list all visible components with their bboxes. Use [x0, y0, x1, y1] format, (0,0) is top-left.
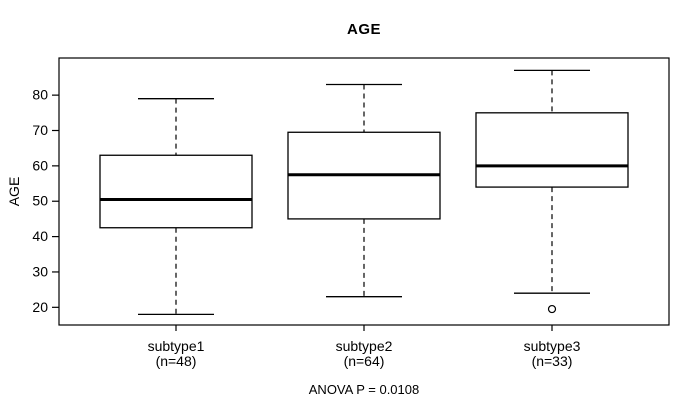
y-axis-title: AGE — [6, 177, 22, 207]
y-tick-label: 80 — [32, 87, 48, 103]
category-n-label-subtype2: (n=64) — [344, 353, 385, 369]
box-subtype1 — [99, 154, 253, 229]
anova-annotation: ANOVA P = 0.0108 — [308, 382, 420, 397]
category-label-subtype3: subtype3 — [524, 338, 581, 354]
y-tick-label: 20 — [32, 299, 48, 315]
y-tick-label: 70 — [32, 122, 48, 138]
category-n-label-subtype3: (n=33) — [532, 353, 573, 369]
chart-title: AGE — [346, 21, 381, 38]
y-tick-label: 30 — [32, 263, 48, 279]
category-label-subtype2: subtype2 — [336, 338, 393, 354]
category-n-label-subtype1: (n=48) — [156, 353, 197, 369]
y-tick-label: 50 — [32, 193, 48, 209]
category-label-subtype1: subtype1 — [148, 338, 205, 354]
y-tick-label: 60 — [32, 157, 48, 173]
box-subtype3 — [475, 112, 629, 188]
y-tick-label: 40 — [32, 228, 48, 244]
outlier-subtype3 — [547, 304, 557, 314]
